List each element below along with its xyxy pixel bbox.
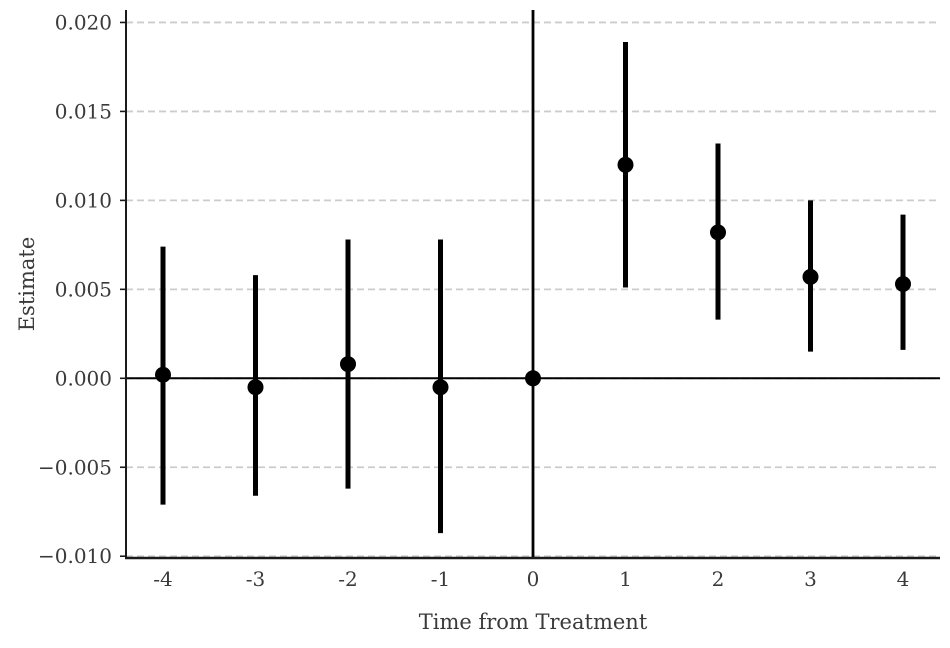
estimate-point (710, 224, 726, 241)
y-tick-label: 0.000 (55, 366, 112, 390)
y-tick-label: 0.020 (55, 10, 112, 34)
y-tick-label: −0.010 (38, 544, 112, 568)
estimate-point (155, 366, 171, 383)
estimate-point (802, 268, 819, 285)
estimate-point (432, 379, 449, 396)
estimate-point (895, 276, 911, 292)
estimate-point (525, 370, 541, 387)
x-tick-label: -2 (338, 567, 357, 591)
y-tick-label: −0.005 (38, 455, 112, 479)
y-tick-label: 0.010 (55, 188, 112, 212)
x-tick-label: 1 (619, 567, 632, 591)
y-tick-label: 0.005 (55, 277, 112, 301)
x-tick-label: 4 (897, 567, 910, 591)
x-axis-title: Time from Treatment (418, 610, 648, 634)
x-tick-label: -3 (246, 567, 265, 591)
x-tick-label: -4 (153, 567, 172, 591)
y-tick-label: 0.015 (55, 99, 112, 123)
x-tick-label: 0 (527, 567, 540, 591)
x-tick-label: 3 (804, 567, 817, 591)
estimate-point (340, 356, 356, 373)
x-tick-label: -1 (431, 567, 450, 591)
estimate-point (617, 156, 634, 173)
y-axis-title: Estimate (15, 236, 39, 332)
x-tick-label: 2 (712, 567, 725, 591)
estimate-point (247, 379, 264, 396)
